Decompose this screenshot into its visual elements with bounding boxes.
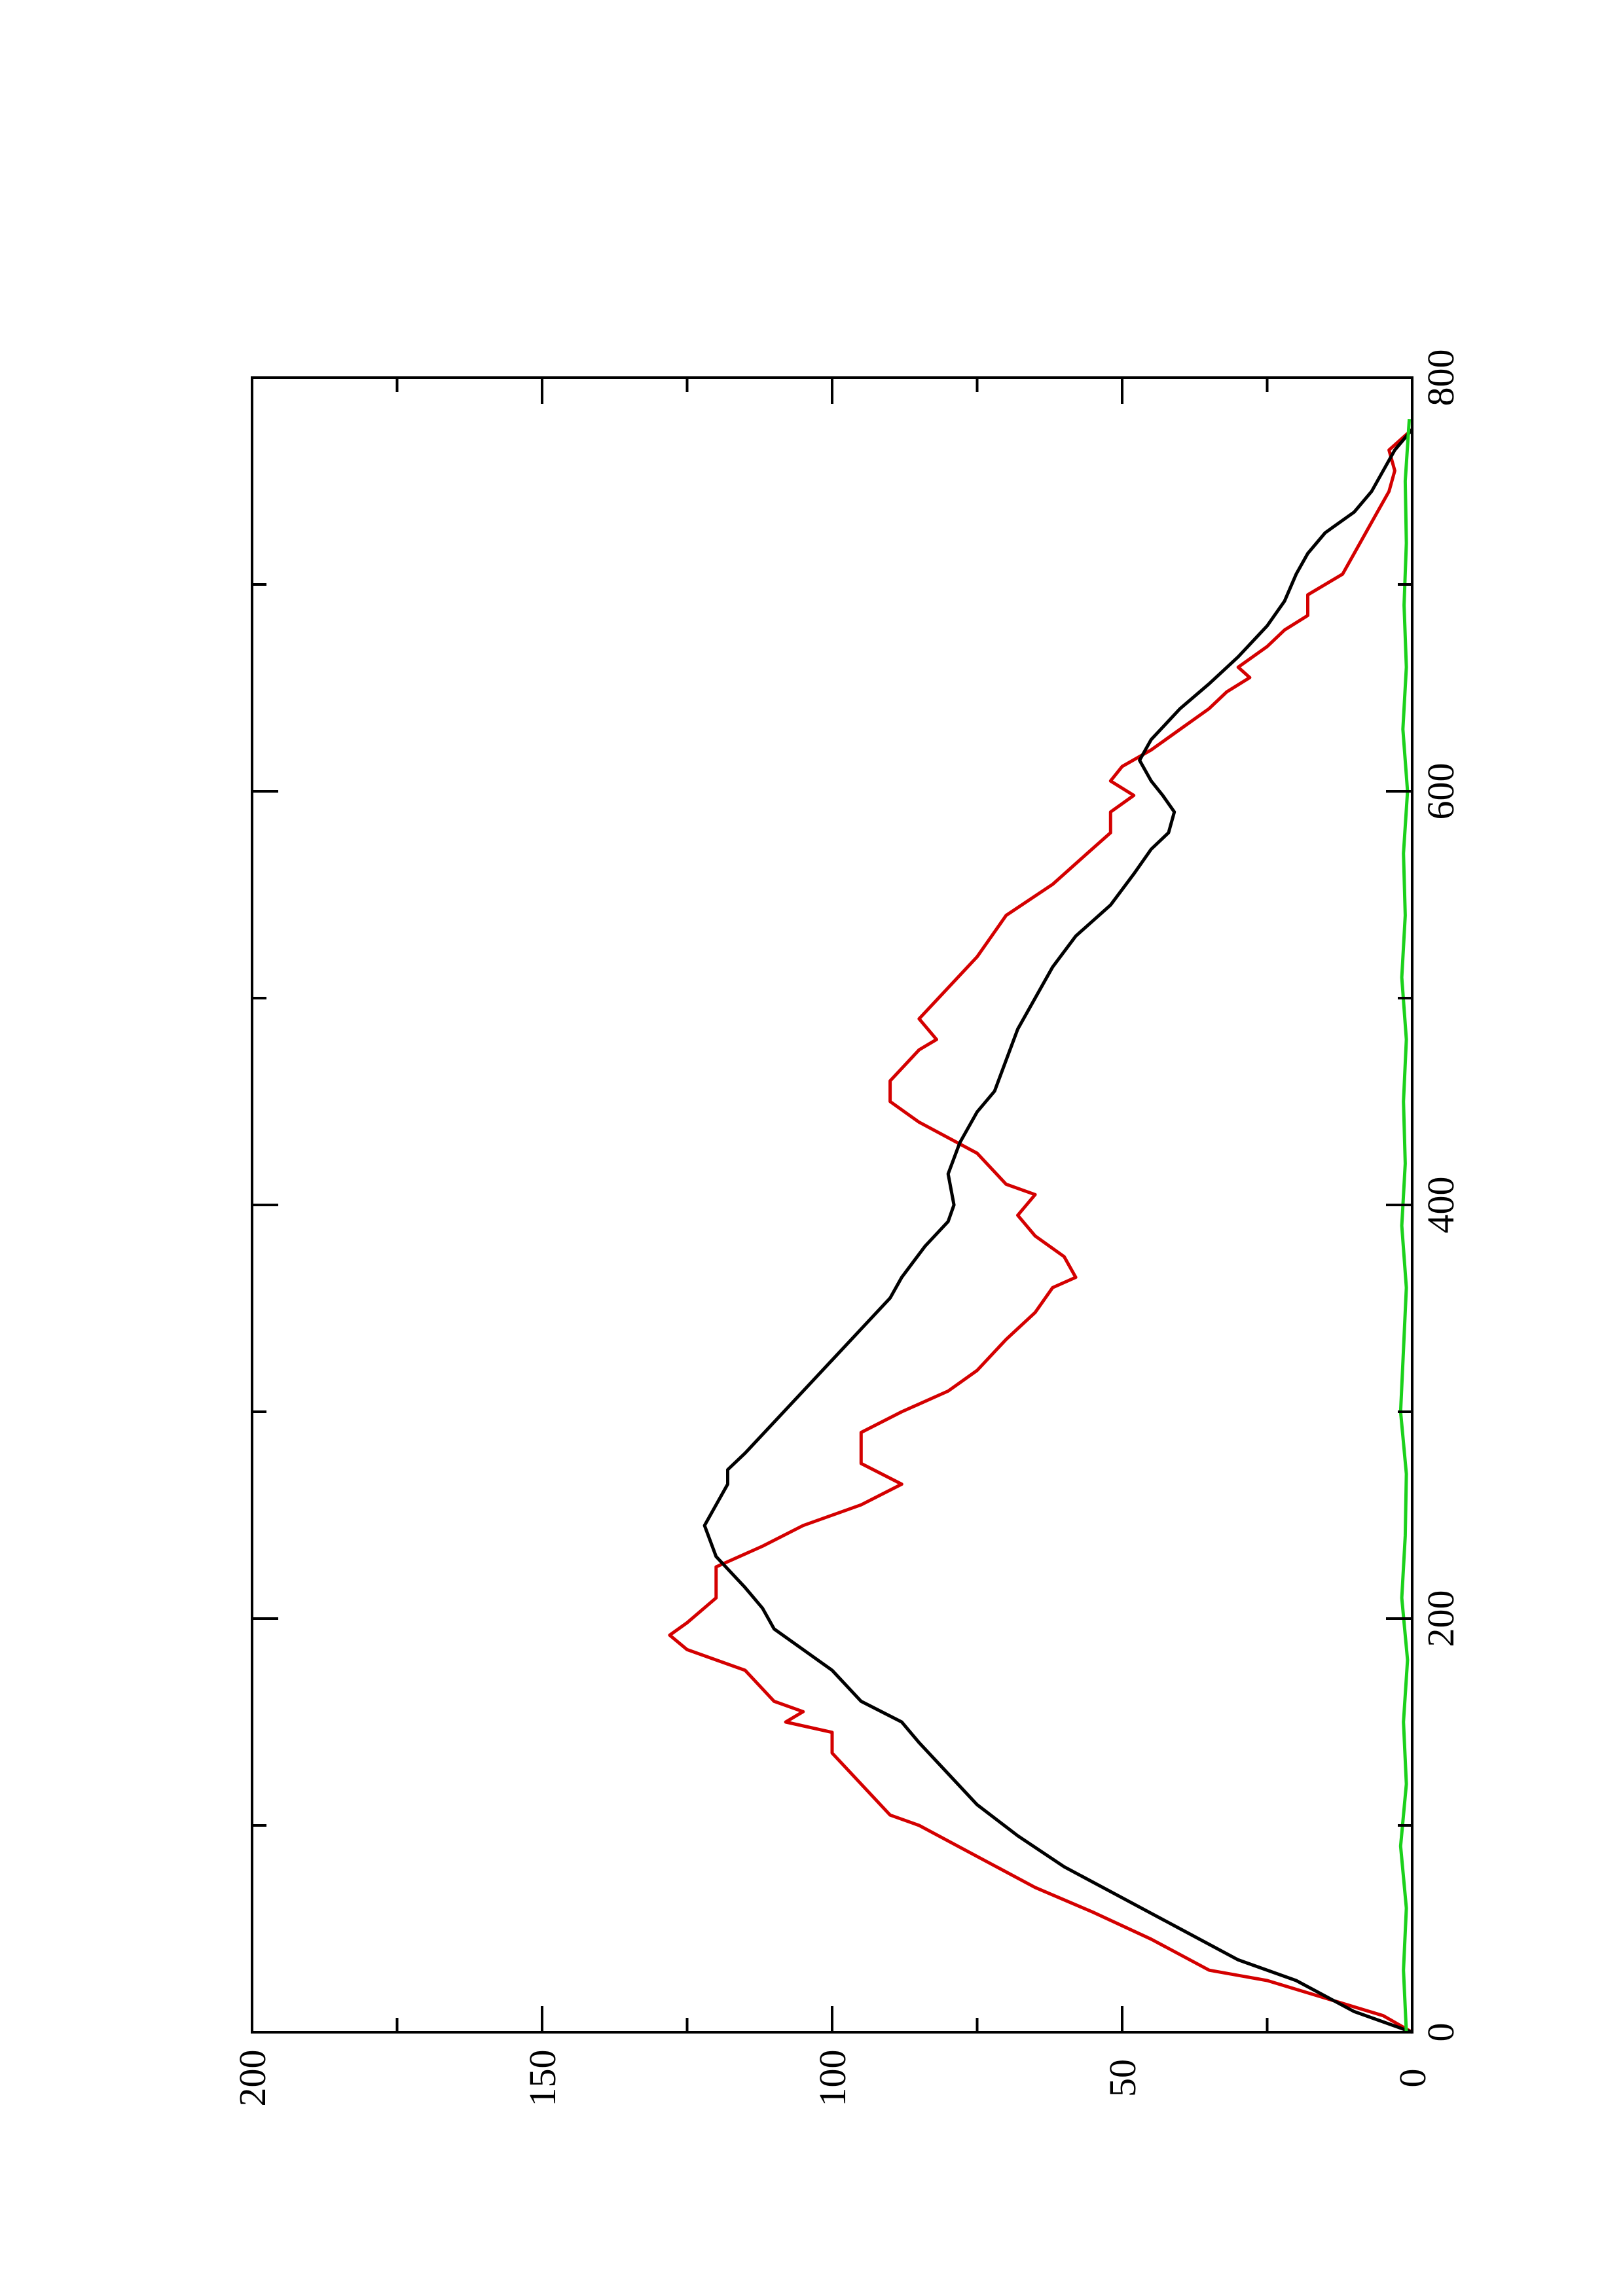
plot-frame	[251, 376, 1413, 2034]
x-tick-label: 400	[1419, 1177, 1462, 1234]
y-tick-label: 0	[1391, 2069, 1434, 2088]
x-tick-label: 200	[1419, 1590, 1462, 1647]
tick-label-layer: 0 200 400 600 800 0 50 100 150 200	[231, 350, 1462, 2107]
series-line-3	[1398, 419, 1412, 2033]
series-line-1	[668, 428, 1413, 2034]
series-layer	[668, 419, 1413, 2034]
y-tick-label: 100	[811, 2050, 854, 2107]
y-tick-label: 200	[231, 2050, 274, 2107]
tick-layer	[251, 376, 1413, 2034]
x-tick-label: 800	[1419, 350, 1462, 406]
x-tick-label: 600	[1419, 763, 1462, 820]
y-tick-label: 150	[521, 2050, 564, 2107]
y-tick-label: 50	[1101, 2059, 1144, 2097]
series-line-2	[702, 428, 1413, 2034]
x-tick-label: 0	[1419, 2023, 1462, 2042]
